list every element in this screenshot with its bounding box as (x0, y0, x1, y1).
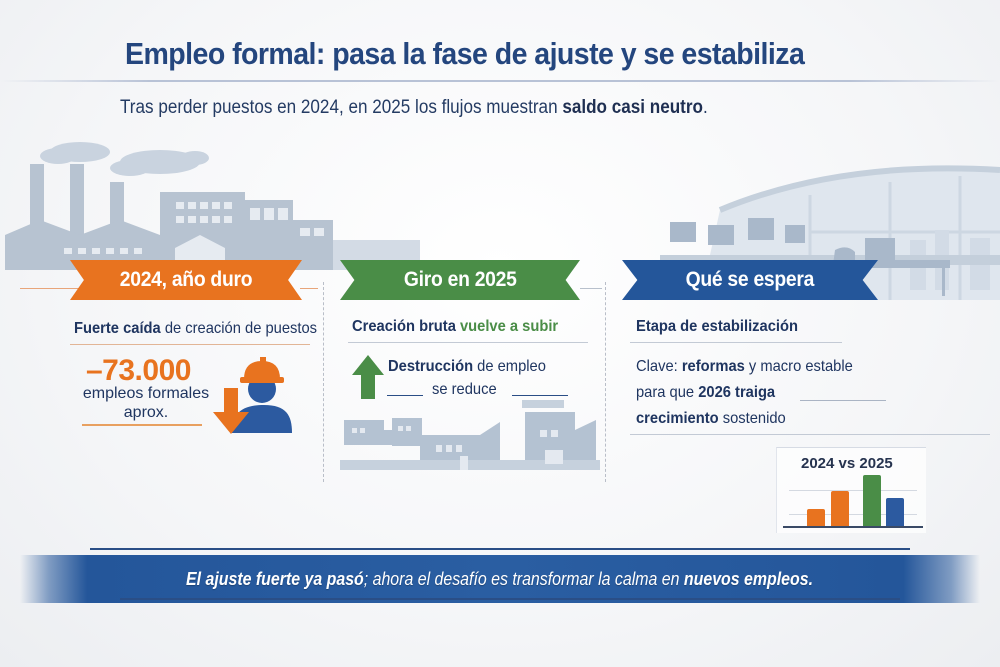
headline-green: vuelve a subir (459, 318, 559, 335)
page-subtitle: Tras perder puestos en 2024, en 2025 los… (120, 97, 708, 119)
ribbon-rule-left (20, 288, 80, 289)
chart-axis (783, 526, 923, 528)
ribbon-2025-label: Giro en 2025 (403, 268, 517, 291)
detail-rule-right (512, 395, 568, 396)
ribbon-rule-right (300, 288, 318, 289)
stat-underline (82, 424, 202, 426)
ribbon-2024: 2024, año duro (70, 260, 302, 300)
chart-bar-1 (807, 509, 825, 527)
col2-detail-1: Destrucción de empleo (388, 358, 560, 376)
col3-line-3: crecimiento sostenido (636, 410, 799, 428)
line1-lead: Clave: (636, 358, 682, 375)
line3-rest: sostenido (718, 410, 786, 427)
column-divider-2 (605, 282, 606, 482)
chart-gridline (789, 490, 917, 491)
conclusion-text: El ajuste fuerte ya pasó; ahora el desaf… (187, 568, 814, 590)
conclusion-bold-2: nuevos empleos. (684, 568, 814, 589)
chart-bar-4 (886, 498, 904, 527)
col1-underline (70, 344, 310, 345)
conclusion-part-3: en (662, 568, 685, 589)
conclusion-bold-1: El ajuste fuerte ya pasó (186, 568, 365, 589)
conclusion-part-2: ; ahora el desafío es transformar la cal… (364, 568, 663, 589)
subtitle-emphasis: saldo casi neutro (562, 97, 703, 118)
factory-illustration (5, 142, 420, 270)
headline-rest: de creación de puestos (160, 320, 318, 337)
headline-bold: Fuerte caída (74, 320, 161, 337)
arrow-down-icon (213, 388, 249, 434)
col3-line-2: para que 2026 traiga (636, 384, 787, 402)
ribbon-2024-label: 2024, año duro (119, 268, 253, 291)
col3-underline (630, 342, 842, 343)
col2-headline: Creación bruta vuelve a subir (352, 318, 576, 336)
detail-line2: se reduce (432, 381, 497, 398)
chart-title: 2024 vs 2025 (801, 455, 893, 472)
banner-rule-bottom (120, 598, 900, 600)
col2-detail-2: se reduce (432, 381, 502, 399)
col2-underline (348, 342, 588, 343)
detail-bold: Destrucción (388, 358, 474, 375)
line1-bold: reformas (681, 358, 745, 375)
detail-rest: de empleo (473, 358, 546, 375)
ribbon-rule-right-2 (580, 288, 602, 289)
chart-gridline (789, 514, 917, 515)
line3-bold: crecimiento (636, 410, 719, 427)
line2-bold: 2026 traiga (698, 384, 776, 401)
detail-rule-left (387, 395, 423, 396)
chart-bar-2 (831, 491, 849, 527)
line2-lead: para que (636, 384, 699, 401)
ribbon-expectations-label: Qué se espera (685, 268, 815, 291)
arrow-up-icon (352, 355, 384, 399)
ribbon-2025: Giro en 2025 (340, 260, 580, 300)
col1-headline: Fuerte caída de creación de puestos (74, 320, 338, 338)
ribbon-expectations: Qué se espera (622, 260, 878, 300)
subtitle-lead: Tras perder puestos en 2024, en 2025 los… (120, 97, 563, 118)
stat-value: –73.000 (86, 354, 191, 387)
chart-bar-3 (863, 475, 881, 527)
col3-bottom-rule (630, 434, 990, 435)
col3-headline: Etapa de estabilización (636, 318, 812, 336)
line1-rest: y macro estable (744, 358, 853, 375)
headline-lead: Creación bruta (352, 318, 460, 335)
conclusion-banner: El ajuste fuerte ya pasó; ahora el desaf… (20, 555, 980, 603)
headline: Etapa de estabilización (636, 318, 798, 335)
line2-rule (800, 400, 886, 401)
mini-bar-chart: 2024 vs 2025 (776, 447, 926, 533)
title-divider (0, 80, 1000, 82)
page-title: Empleo formal: pasa la fase de ajuste y … (125, 36, 805, 71)
banner-rule-top (90, 548, 910, 550)
col3-line-1: Clave: reformas y macro estable (636, 358, 872, 376)
subtitle-end: . (702, 97, 708, 118)
stat-label-1: empleos formales (82, 385, 210, 402)
stat-label-2: aprox. (123, 404, 169, 421)
column-divider-1 (323, 282, 324, 482)
buildings-icon (340, 400, 600, 470)
